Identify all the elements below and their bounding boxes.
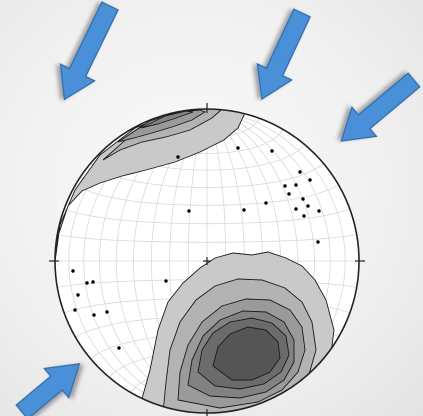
stress-arrows bbox=[15, 1, 421, 416]
arrow-icon bbox=[340, 72, 421, 142]
pole-point bbox=[71, 269, 75, 273]
pole-point bbox=[283, 184, 287, 188]
contour-level-6 bbox=[212, 326, 281, 381]
arrow-icon bbox=[59, 1, 119, 101]
arrow-body bbox=[340, 72, 421, 142]
stereonet bbox=[49, 103, 365, 416]
net-small-circle bbox=[90, 162, 324, 188]
arrow-body bbox=[256, 8, 311, 101]
pole-point bbox=[294, 207, 298, 211]
arrow-icon bbox=[15, 363, 81, 416]
pole-point bbox=[187, 209, 191, 213]
pole-point bbox=[270, 149, 274, 153]
pole-point bbox=[76, 293, 80, 297]
pole-points bbox=[71, 146, 321, 350]
pole-point bbox=[91, 280, 95, 284]
arrow-body bbox=[15, 363, 81, 416]
contour-cluster-south bbox=[137, 251, 335, 413]
pole-point bbox=[316, 240, 320, 244]
pole-point bbox=[301, 197, 305, 201]
pole-point bbox=[317, 209, 321, 213]
pole-point bbox=[308, 178, 312, 182]
pole-point bbox=[117, 346, 121, 350]
pole-point bbox=[164, 279, 168, 283]
net-ticks bbox=[49, 103, 365, 416]
pole-point bbox=[236, 146, 240, 150]
pole-point bbox=[302, 214, 306, 218]
pole-point bbox=[298, 170, 302, 174]
contour-level-1 bbox=[55, 109, 246, 263]
pole-point bbox=[306, 204, 310, 208]
pole-point bbox=[264, 201, 268, 205]
pole-point bbox=[85, 281, 89, 285]
net-small-circle bbox=[64, 208, 350, 225]
arrow-icon bbox=[256, 8, 311, 101]
pole-point bbox=[92, 313, 96, 317]
pole-point bbox=[105, 310, 109, 314]
pole-point bbox=[287, 192, 291, 196]
arrow-body bbox=[59, 1, 119, 101]
pole-point bbox=[73, 308, 77, 312]
contour-level-4 bbox=[140, 110, 194, 129]
pole-point bbox=[242, 208, 246, 212]
pole-point bbox=[176, 155, 180, 159]
net-small-circle bbox=[57, 234, 357, 243]
contour-cluster-north bbox=[55, 109, 246, 263]
pole-point bbox=[294, 183, 298, 187]
